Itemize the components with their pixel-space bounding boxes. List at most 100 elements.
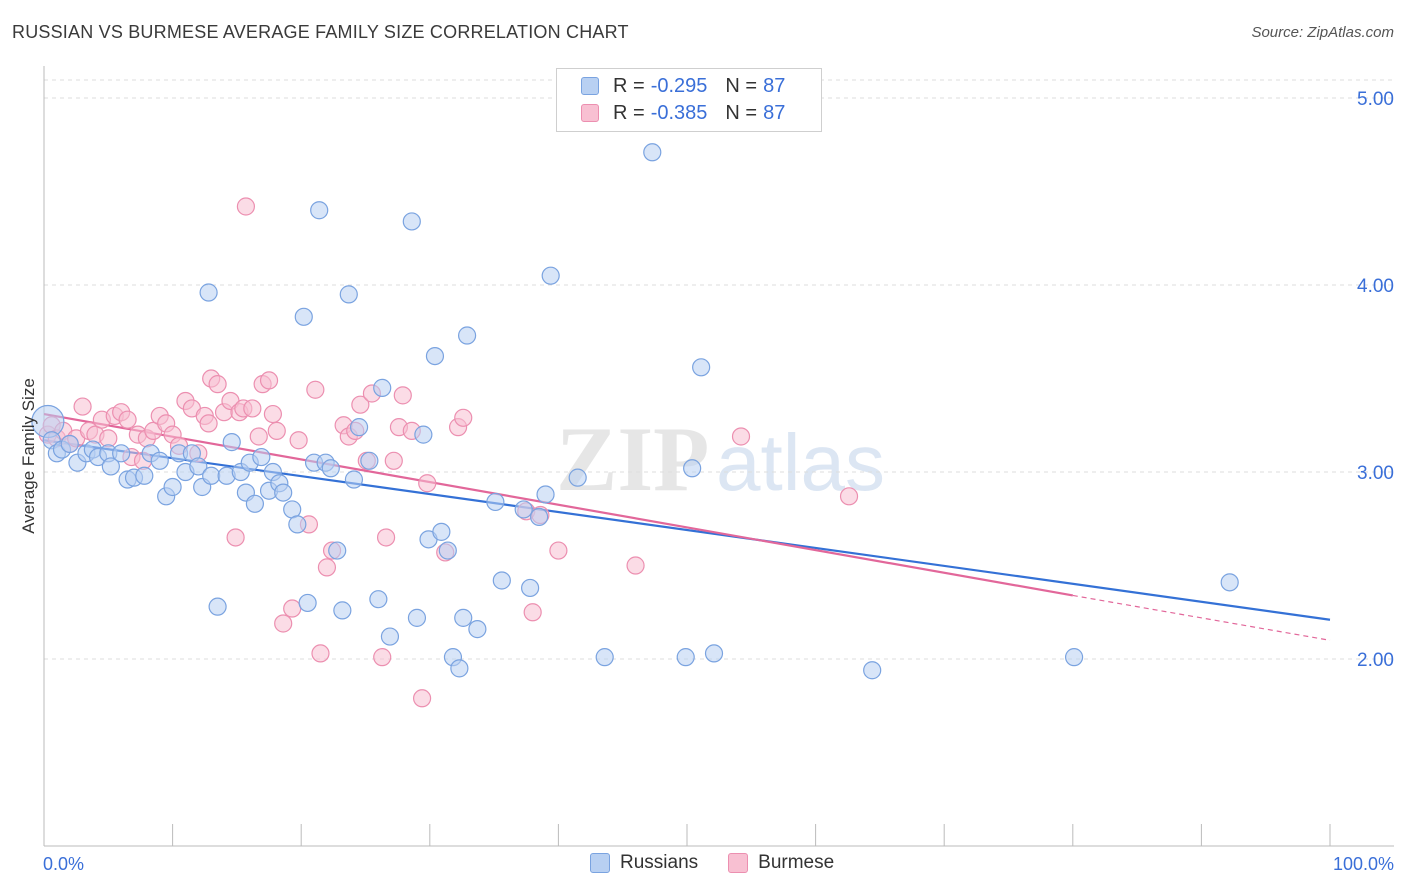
russians-point xyxy=(274,483,293,502)
russians-point xyxy=(245,494,265,513)
burmese-point xyxy=(73,397,92,416)
russians-point xyxy=(1220,573,1239,592)
burmese-point xyxy=(376,528,396,547)
burmese-point xyxy=(249,427,268,446)
legend-item-russians[interactable]: Russians xyxy=(590,852,698,874)
chart-title: RUSSIAN VS BURMESE AVERAGE FAMILY SIZE C… xyxy=(12,22,629,42)
russians-point xyxy=(294,307,313,326)
burmese-point xyxy=(351,395,370,414)
burmese-point xyxy=(208,375,227,394)
russians-point xyxy=(676,648,695,667)
y-tick-label: 2.00 xyxy=(1357,650,1394,671)
russians-point xyxy=(595,648,614,667)
russians-point xyxy=(373,378,392,397)
russians-trend-line xyxy=(43,439,1331,621)
russians-point xyxy=(432,522,451,541)
burmese-point xyxy=(549,541,568,560)
y-tick-label: 4.00 xyxy=(1357,276,1394,297)
russians-point xyxy=(202,466,221,485)
y-axis-label: Average Family Size xyxy=(19,378,38,534)
russians-point xyxy=(521,578,540,598)
burmese-point xyxy=(393,386,412,405)
russians-point xyxy=(252,447,271,467)
legend-r-label: R = xyxy=(613,74,645,97)
russians-point xyxy=(112,444,131,463)
legend-item-burmese[interactable]: Burmese xyxy=(728,852,834,874)
legend-r-value: -0.295 xyxy=(650,74,708,97)
legend-n-label: N = xyxy=(725,101,758,124)
russians-point xyxy=(643,143,662,162)
russians-point xyxy=(380,627,400,646)
russians-point xyxy=(310,201,329,220)
burmese-point xyxy=(199,414,218,433)
x-tick-label-100: 100.0% xyxy=(1333,854,1394,874)
russians-swatch xyxy=(590,853,610,873)
russians-swatch xyxy=(581,77,599,95)
burmese-trend-line xyxy=(43,412,1073,597)
burmese-point xyxy=(454,408,473,427)
russians-point xyxy=(189,457,208,476)
burmese-point xyxy=(412,689,432,708)
burmese-point xyxy=(236,197,256,216)
russians-point xyxy=(222,433,241,452)
russians-point xyxy=(298,593,317,613)
russians-point xyxy=(328,541,347,560)
legend-n-value: 87 xyxy=(763,101,786,124)
russians-point xyxy=(402,212,421,231)
burmese-point xyxy=(289,431,308,450)
burmese-swatch xyxy=(581,104,599,122)
russians-point xyxy=(514,500,533,519)
russians-point xyxy=(450,659,469,678)
burmese-label: Burmese xyxy=(758,852,835,873)
russians-point xyxy=(704,644,724,663)
russians-point xyxy=(468,619,487,639)
burmese-swatch xyxy=(728,853,749,873)
y-tick-label: 5.00 xyxy=(1357,89,1394,110)
russians-point xyxy=(208,597,227,616)
russians-point xyxy=(150,451,169,470)
russians-point xyxy=(568,468,587,487)
burmese-point xyxy=(384,451,403,470)
russians-point xyxy=(683,459,702,478)
russians-point xyxy=(360,451,379,470)
russians-point xyxy=(863,661,882,680)
legend-row-burmese: R = -0.385 N = 87 xyxy=(581,101,785,125)
burmese-point xyxy=(226,528,245,547)
russians-label: Russians xyxy=(620,852,699,873)
burmese-point xyxy=(263,404,283,424)
russians-point xyxy=(692,358,711,377)
russians-point xyxy=(163,477,182,497)
russians-point xyxy=(135,466,154,485)
burmese-point xyxy=(283,599,302,618)
burmese-point xyxy=(243,399,262,418)
burmese-point xyxy=(523,603,542,622)
legend-n-value: 87 xyxy=(763,74,786,97)
watermark-zip: ZIP xyxy=(556,408,709,510)
russians-point xyxy=(288,515,307,534)
russians-point xyxy=(333,601,352,620)
russians-point xyxy=(425,346,445,366)
legend-row-russians: R = -0.295 N = 87 xyxy=(581,74,785,98)
source-label: Source: ZipAtlas.com xyxy=(1251,24,1394,41)
y-tick-label: 3.00 xyxy=(1357,463,1394,484)
burmese-trend-extension xyxy=(1072,594,1331,641)
burmese-point xyxy=(839,487,859,506)
russians-point xyxy=(486,492,505,512)
russians-point xyxy=(536,485,555,504)
legend-r-label: R = xyxy=(613,101,645,124)
russians-point xyxy=(369,590,388,609)
russians-point xyxy=(530,507,549,527)
legend: R = -0.295 N = 87 R = -0.385 N = 87 xyxy=(556,68,822,132)
russians-point xyxy=(60,434,79,454)
russians-point xyxy=(349,418,369,437)
russians-point xyxy=(1064,648,1084,667)
burmese-point xyxy=(267,421,286,440)
russians-point xyxy=(414,425,433,444)
russians-point xyxy=(321,459,340,478)
russians-point xyxy=(199,283,218,302)
russians-point xyxy=(438,541,457,560)
russians-point xyxy=(541,266,560,285)
burmese-point xyxy=(311,644,330,663)
x-tick-label-0: 0.0% xyxy=(43,854,84,874)
